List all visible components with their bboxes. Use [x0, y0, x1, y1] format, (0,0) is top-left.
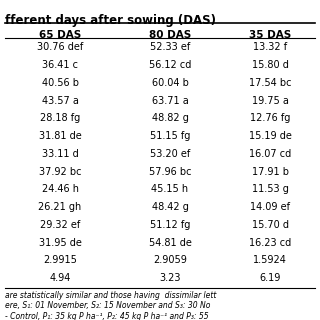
Text: 2.9915: 2.9915 — [43, 255, 77, 265]
Text: 56.12 cd: 56.12 cd — [149, 60, 191, 70]
Text: 35 DAS: 35 DAS — [249, 30, 291, 40]
Text: 51.12 fg: 51.12 fg — [150, 220, 190, 230]
Text: are statistically similar and those having  dissimilar lett: are statistically similar and those havi… — [5, 291, 216, 300]
Text: 12.76 fg: 12.76 fg — [250, 113, 290, 123]
Text: 54.81 de: 54.81 de — [148, 237, 191, 248]
Text: ere, S₁: 01 November, S₂: 15 November and S₃: 30 No: ere, S₁: 01 November, S₂: 15 November an… — [5, 301, 210, 310]
Text: 24.46 h: 24.46 h — [42, 184, 78, 194]
Text: 19.75 a: 19.75 a — [252, 95, 288, 106]
Text: 52.33 ef: 52.33 ef — [150, 42, 190, 52]
Text: 6.19: 6.19 — [259, 273, 281, 283]
Text: 37.92 bc: 37.92 bc — [39, 166, 81, 177]
Text: 4.94: 4.94 — [49, 273, 71, 283]
Text: 48.82 g: 48.82 g — [152, 113, 188, 123]
Text: 2.9059: 2.9059 — [153, 255, 187, 265]
Text: 45.15 h: 45.15 h — [151, 184, 188, 194]
Text: 31.81 de: 31.81 de — [39, 131, 81, 141]
Text: 28.18 fg: 28.18 fg — [40, 113, 80, 123]
Text: 29.32 ef: 29.32 ef — [40, 220, 80, 230]
Text: 43.57 a: 43.57 a — [42, 95, 78, 106]
Text: 57.96 bc: 57.96 bc — [149, 166, 191, 177]
Text: 17.54 bc: 17.54 bc — [249, 78, 291, 88]
Text: 17.91 b: 17.91 b — [252, 166, 289, 177]
Text: 13.32 f: 13.32 f — [253, 42, 287, 52]
Text: 11.53 g: 11.53 g — [252, 184, 288, 194]
Text: 1.5924: 1.5924 — [253, 255, 287, 265]
Text: 36.41 c: 36.41 c — [42, 60, 78, 70]
Text: 15.19 de: 15.19 de — [249, 131, 292, 141]
Text: 33.11 d: 33.11 d — [42, 149, 78, 159]
Text: 15.80 d: 15.80 d — [252, 60, 288, 70]
Text: 26.21 gh: 26.21 gh — [38, 202, 82, 212]
Text: 16.07 cd: 16.07 cd — [249, 149, 291, 159]
Text: fferent days after sowing (DAS): fferent days after sowing (DAS) — [5, 14, 216, 28]
Text: 60.04 b: 60.04 b — [152, 78, 188, 88]
Text: 3.23: 3.23 — [159, 273, 181, 283]
Text: 16.23 cd: 16.23 cd — [249, 237, 291, 248]
Text: 53.20 ef: 53.20 ef — [150, 149, 190, 159]
Text: 40.56 b: 40.56 b — [42, 78, 78, 88]
Text: - Control, P₁: 35 kg P ha⁻¹, P₂: 45 kg P ha⁻¹ and P₃: 55: - Control, P₁: 35 kg P ha⁻¹, P₂: 45 kg P… — [5, 312, 209, 320]
Text: 15.70 d: 15.70 d — [252, 220, 289, 230]
Text: 63.71 a: 63.71 a — [152, 95, 188, 106]
Text: 65 DAS: 65 DAS — [39, 30, 81, 40]
Text: 51.15 fg: 51.15 fg — [150, 131, 190, 141]
Text: 14.09 ef: 14.09 ef — [250, 202, 290, 212]
Text: 30.76 def: 30.76 def — [37, 42, 83, 52]
Text: 48.42 g: 48.42 g — [152, 202, 188, 212]
Text: 31.95 de: 31.95 de — [39, 237, 81, 248]
Text: 80 DAS: 80 DAS — [149, 30, 191, 40]
